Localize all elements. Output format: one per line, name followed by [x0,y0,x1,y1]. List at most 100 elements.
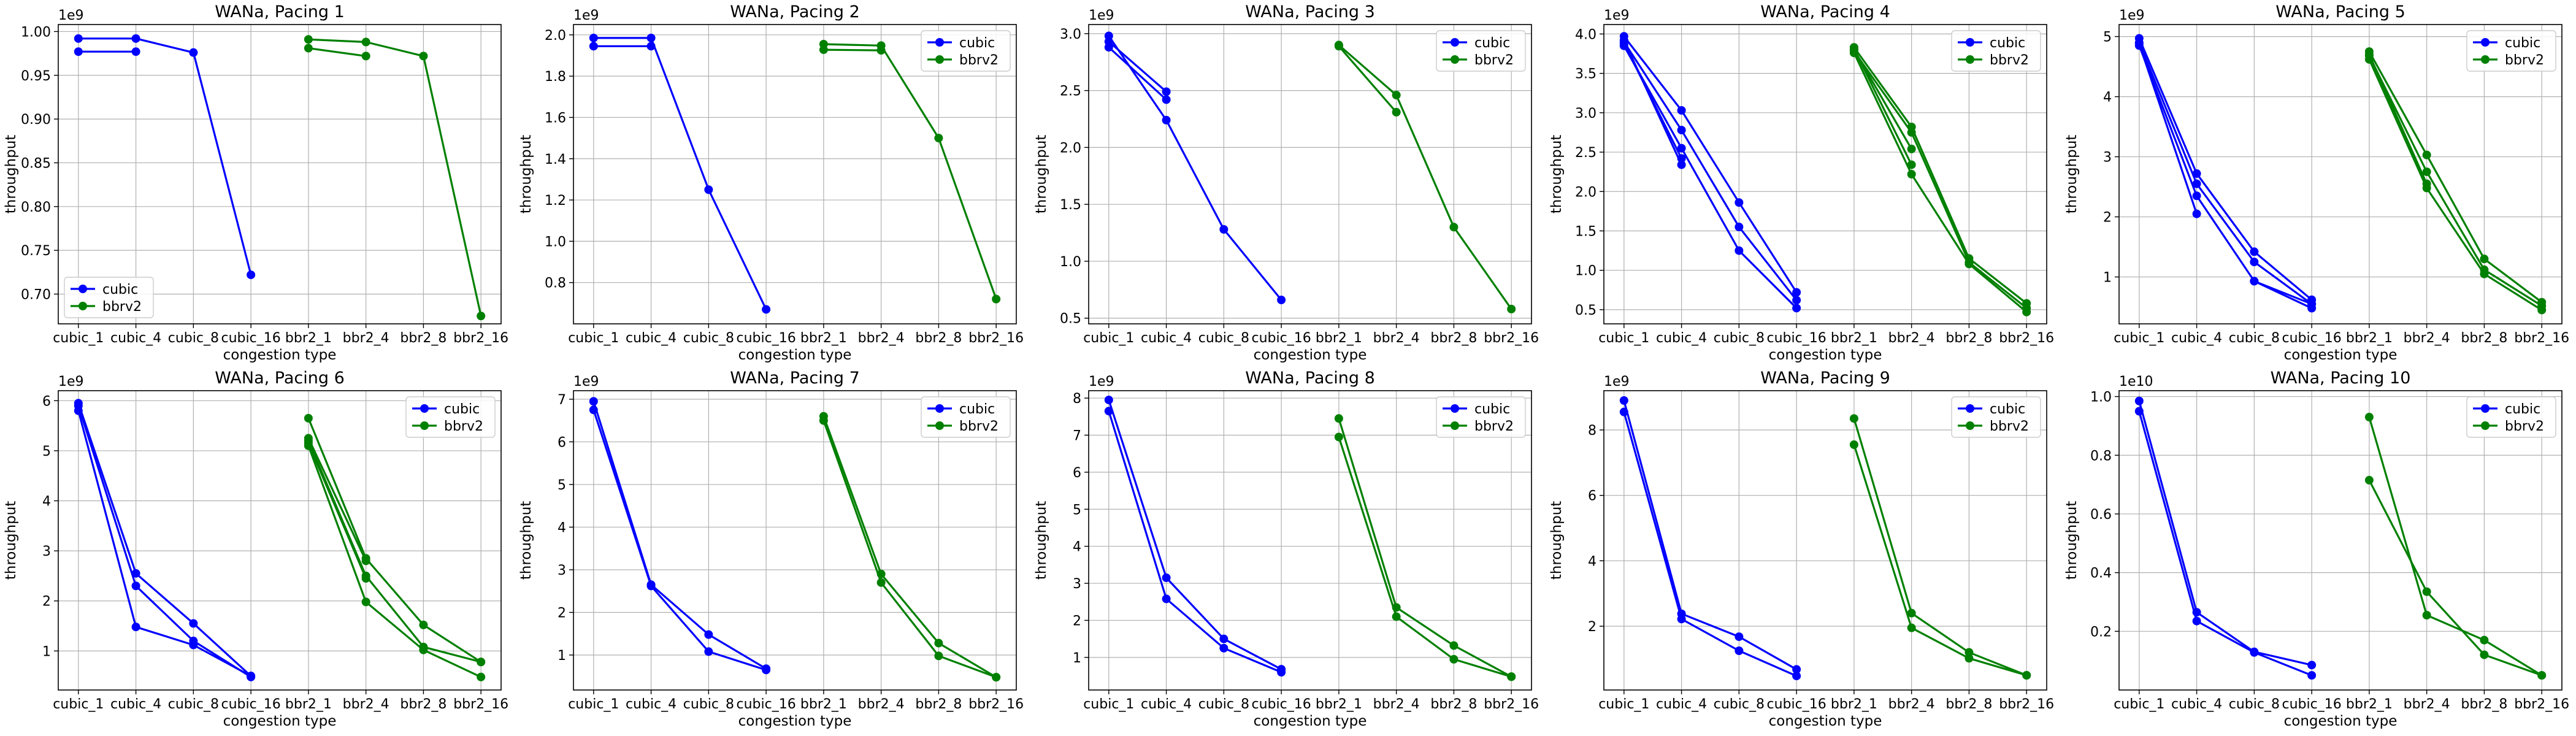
x-tick-label: bbr2_1 [1316,697,1362,712]
axes-frame [573,24,1017,324]
y-tick-label: 8 [1073,391,1081,407]
x-tick-label: bbr2_1 [800,697,847,712]
data-point-bbrv2 [2422,150,2431,159]
x-tick-label: bbr2_4 [1373,331,1420,346]
x-tick-label: bbr2_1 [800,331,847,346]
data-point-bbrv2 [1907,144,1916,153]
x-tick-label: cubic_16 [221,697,281,712]
series-line-bbrv2 [2368,416,2543,677]
x-tick-label: bbr2_8 [1945,331,1992,346]
legend-swatch-marker [1966,38,1974,47]
data-point-cubic [1162,594,1171,604]
series-line-cubic [2138,45,2312,309]
data-point-cubic [189,640,198,650]
legend-swatch-marker [1451,55,1459,64]
x-tick-label: cubic_4 [1141,697,1192,712]
data-point-cubic [1162,87,1171,96]
y-tick-label: 6 [558,435,566,450]
data-point-cubic [762,665,771,675]
legend: cubic bbrv2 [921,396,1011,438]
y-axis-label: throughput [2064,501,2080,580]
legend-label: cubic [1474,36,1510,51]
x-axis-label: congestion type [2284,347,2398,363]
data-point-bbrv2 [361,556,370,565]
series-line-bbrv2 [2368,54,2428,185]
data-point-bbrv2 [477,657,486,667]
y-tick-label: 1.5 [1060,197,1081,213]
data-point-cubic [646,42,656,51]
x-tick-label: cubic_16 [1767,331,1827,346]
subplot-7: cubic_1 cubic_4 cubic_8 cubic_16 bbr2_1 bbr2_… [518,369,1024,729]
y-axis-label: throughput [1549,501,1565,580]
y-offset-label: 1e9 [1089,374,1114,389]
data-point-cubic [2134,407,2144,416]
data-point-bbrv2 [1334,42,1343,51]
legend: cubic bbrv2 [2466,30,2556,72]
y-tick-label: 2 [558,605,566,621]
data-point-bbrv2 [2364,50,2374,59]
y-tick-label: 3 [1073,577,1081,592]
x-tick-label: bbr2_1 [2346,697,2393,712]
data-point-bbrv2 [361,37,370,47]
legend-swatch-marker [2481,421,2490,430]
y-tick-label: 1.0 [2090,390,2112,405]
x-axis-label: congestion type [1254,347,1367,363]
data-point-cubic [2134,39,2144,48]
y-offset-label: 1e9 [1604,8,1630,23]
x-axis-label: congestion type [738,713,852,729]
data-point-bbrv2 [1907,170,1916,178]
x-tick-label: bbr2_16 [453,697,508,712]
data-point-bbrv2 [2537,305,2547,315]
series-line-cubic [1108,35,1282,301]
data-point-cubic [1162,115,1171,125]
series-line-bbrv2 [1338,418,1512,678]
x-tick-label: cubic_4 [2171,331,2222,346]
series-line-cubic [592,409,767,671]
data-point-cubic [2307,661,2317,670]
y-tick-label: 4 [1588,554,1597,569]
y-offset-label: 1e10 [2119,374,2153,389]
y-tick-label: 2.0 [1575,185,1597,200]
series-line-cubic [2138,42,2313,305]
x-axis-label: congestion type [1769,347,1882,363]
series-line-bbrv2 [822,416,997,678]
x-axis-label: congestion type [738,347,852,363]
data-point-cubic [2134,396,2144,405]
data-point-bbrv2 [2364,413,2374,422]
legend: cubic bbrv2 [1951,396,2041,438]
plot-area [1604,25,2047,324]
data-point-bbrv2 [2364,475,2374,485]
legend-label: cubic [1474,402,1510,417]
data-point-cubic [1104,396,1113,405]
series-line-bbrv2 [823,43,997,300]
plot-area [1089,25,1531,324]
series-line-bbrv2 [1853,418,2027,677]
x-tick-label: bbr2_8 [400,331,447,346]
data-point-cubic [1792,296,1801,305]
data-point-bbrv2 [419,620,428,629]
data-point-bbrv2 [2480,650,2489,659]
axes-frame [58,390,502,691]
data-point-bbrv2 [2480,269,2489,278]
x-tick-label: bbr2_1 [1831,331,1877,346]
x-tick-label: bbr2_4 [2404,331,2450,346]
x-tick-label: cubic_16 [2282,331,2342,346]
y-tick-label: 1 [42,644,51,659]
subplot-title: WANa, Pacing 1 [215,2,345,21]
data-point-bbrv2 [819,45,828,55]
series-line-bbrv2 [1853,444,2027,677]
y-tick-label: 2 [42,594,51,610]
data-point-bbrv2 [2480,255,2489,264]
data-point-cubic [646,581,656,591]
x-tick-label: cubic_16 [737,331,796,346]
data-point-bbrv2 [1907,623,1916,632]
axes-frame [573,390,1017,691]
data-point-bbrv2 [876,46,886,55]
data-point-cubic [1792,665,1801,674]
data-point-bbrv2 [992,673,1001,682]
subplot-6: cubic_1 cubic_4 cubic_8 cubic_16 bbr2_1 bbr2_… [3,369,508,729]
y-tick-label: 6 [1588,489,1597,504]
y-tick-label: 0.95 [21,69,51,84]
series-line-bbrv2 [1853,47,2028,304]
plot-area [1089,391,1531,690]
